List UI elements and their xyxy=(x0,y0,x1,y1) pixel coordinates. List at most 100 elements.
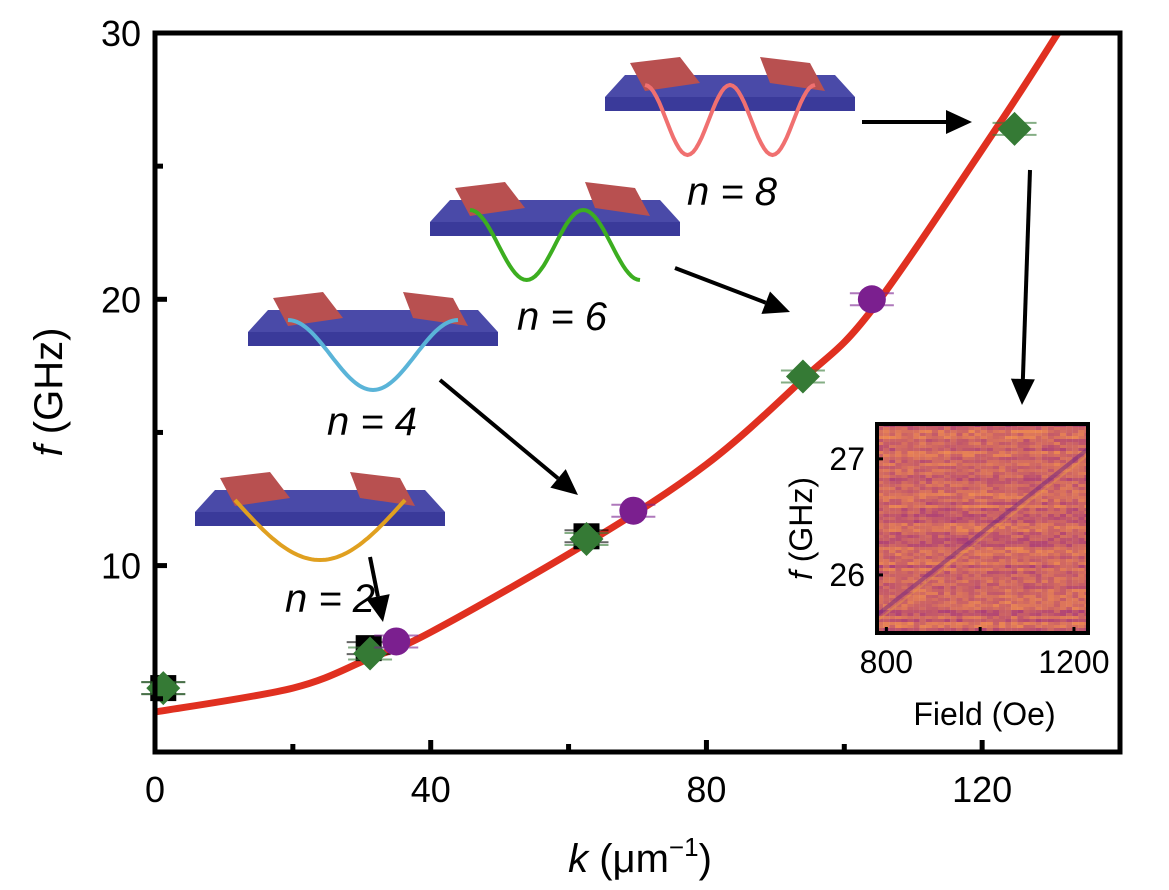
heatmap-cell xyxy=(1005,457,1012,461)
heatmap-cell xyxy=(1072,622,1079,626)
heatmap-cell xyxy=(980,523,987,527)
heatmap-cell xyxy=(992,499,1000,503)
heatmap-cell xyxy=(1041,547,1048,551)
heatmap-cell xyxy=(956,526,963,530)
heatmap-cell xyxy=(950,445,957,449)
data-point-circle xyxy=(374,627,419,656)
heatmap-cell xyxy=(944,541,951,545)
heatmap-cell xyxy=(1078,514,1085,518)
heatmap-cell xyxy=(968,607,975,611)
heatmap-cell xyxy=(1078,556,1085,560)
heatmap-cell xyxy=(1072,484,1079,488)
heatmap-cell xyxy=(992,511,1000,515)
heatmap-cell xyxy=(907,574,914,578)
heatmap-cell xyxy=(901,565,908,569)
heatmap-cell xyxy=(1023,523,1030,527)
heatmap-cell xyxy=(944,613,951,617)
heatmap-cell xyxy=(1047,427,1054,431)
heatmap-cell xyxy=(1023,571,1030,575)
heatmap-cell xyxy=(938,544,945,548)
heatmap-cell xyxy=(974,574,981,578)
heatmap-cell xyxy=(1066,568,1073,572)
heatmap-cell xyxy=(883,469,890,473)
heatmap-cell xyxy=(938,430,945,434)
heatmap-cell xyxy=(1060,577,1067,581)
heatmap-cell xyxy=(1011,559,1018,563)
heatmap-cell xyxy=(895,622,902,626)
heatmap-cell xyxy=(1029,475,1036,479)
heatmap-cell xyxy=(1053,454,1061,458)
heatmap-cell xyxy=(1035,511,1042,515)
heatmap-cell xyxy=(1060,526,1067,530)
heatmap-cell xyxy=(1029,430,1036,434)
heatmap-cell xyxy=(883,553,890,557)
arrow xyxy=(366,556,390,622)
heatmap-cell xyxy=(986,481,993,485)
heatmap-cell xyxy=(901,535,908,539)
heatmap-cell xyxy=(1023,580,1030,584)
heatmap-cell xyxy=(877,598,884,602)
heatmap-cell xyxy=(877,514,884,518)
heatmap-cell xyxy=(895,520,902,524)
heatmap-cell xyxy=(1011,517,1018,521)
heatmap-cell xyxy=(877,544,884,548)
heatmap-cell xyxy=(1072,499,1079,503)
heatmap-cell xyxy=(962,445,969,449)
heatmap-cell xyxy=(1053,592,1061,596)
heatmap-cell xyxy=(992,523,1000,527)
heatmap-cell xyxy=(931,430,939,434)
heatmap-cell xyxy=(980,481,987,485)
heatmap-cell xyxy=(968,433,975,437)
heatmap-cell xyxy=(907,625,914,629)
heatmap-cell xyxy=(992,541,1000,545)
heatmap-cell xyxy=(1017,433,1024,437)
heatmap-cell xyxy=(913,616,920,620)
heatmap-cell xyxy=(1078,508,1085,512)
heatmap-cell xyxy=(938,520,945,524)
heatmap-cell xyxy=(956,508,963,512)
heatmap-cell xyxy=(1060,610,1067,614)
heatmap-cell xyxy=(968,583,975,587)
heatmap-cell xyxy=(956,592,963,596)
heatmap-cell xyxy=(1066,505,1073,509)
heatmap-cell xyxy=(980,463,987,467)
heatmap-cell xyxy=(907,514,914,518)
heatmap-cell xyxy=(1023,613,1030,617)
heatmap-cell xyxy=(956,604,963,608)
heatmap-cell xyxy=(938,586,945,590)
heatmap-cell xyxy=(1017,481,1024,485)
heatmap-cell xyxy=(919,589,926,593)
heatmap-cell xyxy=(944,568,951,572)
heatmap-cell xyxy=(907,478,914,482)
heatmap-cell xyxy=(980,622,987,626)
heatmap-cell xyxy=(974,466,981,470)
heatmap-cell xyxy=(877,595,884,599)
heatmap-cell xyxy=(895,628,902,632)
heatmap-cell xyxy=(1035,457,1042,461)
heatmap-cell xyxy=(913,466,920,470)
heatmap-cell xyxy=(919,508,926,512)
heatmap-cell xyxy=(877,508,884,512)
heatmap-cell xyxy=(901,601,908,605)
heatmap-cell xyxy=(1072,559,1079,563)
diamond-marker xyxy=(569,521,604,556)
heatmap-cell xyxy=(1029,532,1036,536)
heatmap-cell xyxy=(1053,544,1061,548)
heatmap-cell xyxy=(1029,469,1036,473)
heatmap-cell xyxy=(980,472,987,476)
heatmap-cell xyxy=(956,433,963,437)
heatmap-cell xyxy=(992,628,1000,632)
heatmap-cell xyxy=(889,562,896,566)
heatmap-cell xyxy=(962,571,969,575)
heatmap-cell xyxy=(877,436,884,440)
heatmap-cell xyxy=(901,550,908,554)
heatmap-cell xyxy=(980,502,987,506)
heatmap-cell xyxy=(1023,433,1030,437)
heatmap-cell xyxy=(1053,499,1061,503)
heatmap-cell xyxy=(1005,574,1012,578)
x-tick-label: 0 xyxy=(145,769,165,810)
heatmap-cell xyxy=(1066,622,1073,626)
heatmap-cell xyxy=(1041,529,1048,533)
heatmap-cell xyxy=(907,559,914,563)
heatmap-cell xyxy=(907,607,914,611)
